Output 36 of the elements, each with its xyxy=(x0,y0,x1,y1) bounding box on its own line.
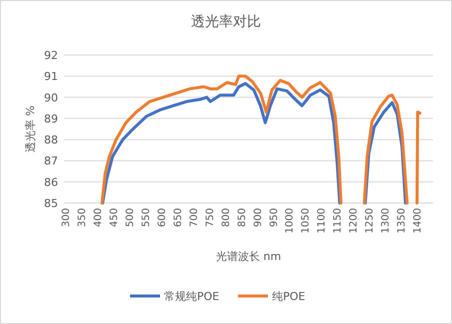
legend-label: 常规纯POE xyxy=(164,290,220,303)
x-tick-label: 550 xyxy=(140,208,152,228)
x-tick-label: 700 xyxy=(188,208,200,228)
x-tick-label: 950 xyxy=(268,208,280,228)
x-tick-label: 1250 xyxy=(364,208,376,234)
y-tick-label: 92 xyxy=(44,49,58,62)
y-tick-label: 90 xyxy=(44,91,58,104)
y-tick-label: 91 xyxy=(44,70,58,84)
x-tick-label: 500 xyxy=(124,208,136,228)
x-tick-label: 1300 xyxy=(380,208,392,234)
x-tick-label: 600 xyxy=(156,208,168,228)
x-tick-label: 400 xyxy=(93,208,104,228)
y-tick-label: 86 xyxy=(44,176,58,189)
x-tick-label: 450 xyxy=(109,208,120,228)
chart-title: 透光率对比 xyxy=(191,14,261,30)
x-tick-label: 800 xyxy=(220,208,232,228)
legend-label: 纯POE xyxy=(272,290,306,303)
y-tick-label: 85 xyxy=(44,197,58,210)
y-tick-label: 87 xyxy=(44,154,58,168)
x-tick-label: 900 xyxy=(252,208,264,228)
x-tick-label: 750 xyxy=(204,208,216,228)
x-tick-label: 1400 xyxy=(412,208,424,234)
x-tick-label: 1350 xyxy=(396,208,408,234)
x-axis-title: 光谱波长 nm xyxy=(216,250,282,263)
x-tick-label: 1150 xyxy=(332,208,344,234)
x-tick-label: 1200 xyxy=(348,208,360,234)
x-tick-label: 1100 xyxy=(316,208,328,234)
x-tick-label: 1000 xyxy=(284,208,296,234)
y-tick-label: 89 xyxy=(44,112,58,126)
x-tick-label: 350 xyxy=(77,208,88,228)
y-tick-label: 88 xyxy=(44,134,58,147)
x-tick-label: 650 xyxy=(172,208,184,228)
y-axis-title: 透光率 % xyxy=(24,106,37,152)
x-tick-label: 850 xyxy=(236,208,248,228)
x-tick-label: 1050 xyxy=(300,208,312,234)
x-tick-label: 300 xyxy=(61,208,72,228)
